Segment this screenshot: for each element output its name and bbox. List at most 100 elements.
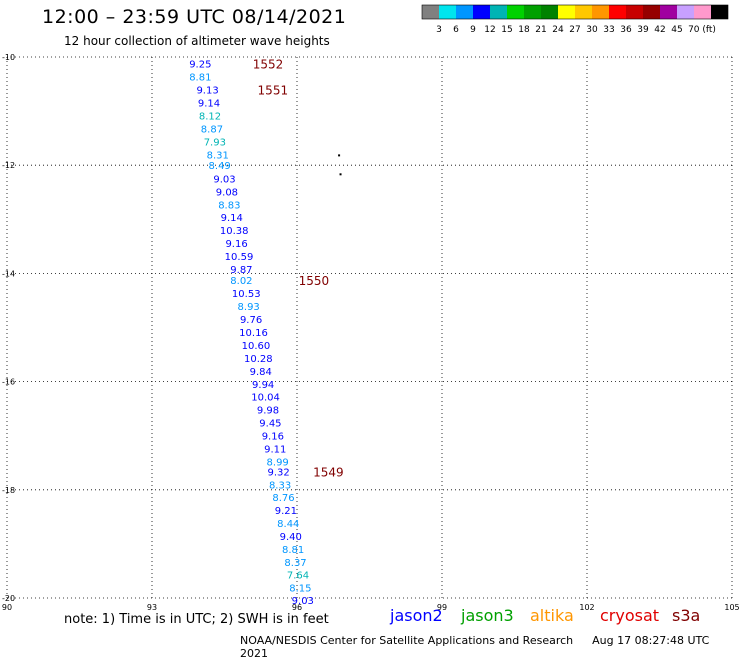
colorbar-swatch <box>626 5 643 19</box>
x-tick-label: 96 <box>292 603 302 612</box>
colorbar-swatch <box>473 5 490 19</box>
swh-label: 8.83 <box>218 201 240 212</box>
axis-tick-labels: 90 93 96 99 102 105 -10 -12 -14 -16 -18 -20 <box>2 53 740 612</box>
swh-label: 10.53 <box>232 289 261 300</box>
legend-cryosat: cryosat <box>600 606 660 625</box>
colorbar-tick-label: 9 <box>470 25 476 35</box>
swh-label: 9.45 <box>259 419 281 430</box>
colorbar-tick-label: 36 <box>620 25 632 35</box>
swh-label: 7.93 <box>204 137 226 148</box>
legend-jason2: jason2 <box>390 606 443 625</box>
colorbar-swatch <box>541 5 558 19</box>
colorbar-tick-label: 24 <box>552 25 564 35</box>
colorbar-tick-label: 30 <box>586 25 598 35</box>
swh-label: 8.81 <box>189 72 211 83</box>
y-tick-label: -18 <box>2 486 15 495</box>
swh-label: 8.12 <box>199 111 221 122</box>
colorbar-tick-label: 6 <box>453 25 459 35</box>
y-tick-label: -16 <box>2 378 15 387</box>
swh-label: 9.03 <box>213 175 235 186</box>
colorbar-swatch <box>609 5 626 19</box>
swh-label: 9.03 <box>292 596 314 607</box>
land-speck <box>339 173 342 176</box>
time-label: 1549 <box>313 465 344 479</box>
colorbar-tick-label: 42 <box>654 25 665 35</box>
swh-label: 9.87 <box>230 265 252 276</box>
colorbar-tick-label: 27 <box>569 25 580 35</box>
time-label: 1552 <box>253 57 284 71</box>
colorbar-frame <box>421 4 729 20</box>
y-tick-label: -10 <box>2 53 15 62</box>
colorbar-swatch <box>524 5 541 19</box>
colorbar-swatch <box>677 5 694 19</box>
swh-label: 9.14 <box>221 213 243 224</box>
swh-label: 10.04 <box>251 393 280 404</box>
colorbar-tick-label: 12 <box>484 25 495 35</box>
swh-label: 8.87 <box>201 124 223 135</box>
swh-label: 8.81 <box>282 545 304 556</box>
colorbar-tick-label: 15 <box>501 25 512 35</box>
swh-label: 8.33 <box>269 480 291 491</box>
colorbar-tick-label: 39 <box>637 25 649 35</box>
x-tick-label: 90 <box>2 603 12 612</box>
swh-label: 9.84 <box>250 367 272 378</box>
chart-note: note: 1) Time is in UTC; 2) SWH is in fe… <box>64 612 329 627</box>
time-label: 1551 <box>258 83 289 97</box>
swh-label: 9.32 <box>268 467 290 478</box>
colorbar-swatch <box>507 5 524 19</box>
colorbar-swatch <box>422 5 439 19</box>
colorbar-swatch <box>643 5 660 19</box>
swh-label: 9.25 <box>189 59 211 70</box>
x-tick-label: 105 <box>724 603 739 612</box>
x-tick-label: 99 <box>437 603 447 612</box>
colorbar-tick-label: 45 <box>671 25 682 35</box>
x-tick-label: 93 <box>147 603 157 612</box>
chart-grid <box>6 56 733 599</box>
colorbar-swatch <box>660 5 677 19</box>
swh-label: 8.93 <box>238 302 260 313</box>
swh-label: 8.37 <box>284 558 306 569</box>
swh-label: 10.38 <box>220 226 249 237</box>
colorbar-swatch <box>456 5 473 19</box>
color-scale-bar: 3 6 9 12 15 18 21 24 27 30 33 36 39 42 45 70 (ft) <box>421 4 729 35</box>
swh-label: 9.98 <box>257 406 279 417</box>
colorbar-tick-label: 18 <box>518 25 530 35</box>
swh-label: 9.16 <box>262 432 284 443</box>
swh-label: 8.76 <box>272 493 294 504</box>
legend-jason3: jason3 <box>461 606 514 625</box>
swh-label: 9.21 <box>275 506 297 517</box>
swh-label: 9.11 <box>264 445 286 456</box>
y-tick-label: -20 <box>2 594 15 603</box>
time-labels: 1552 1551 1550 1549 <box>253 57 344 479</box>
swh-label: 8.02 <box>230 276 252 287</box>
colorbar-tick-label: 3 <box>436 25 442 35</box>
colorbar-tick-label: 21 <box>535 25 546 35</box>
colorbar-swatch <box>575 5 592 19</box>
swh-label: 9.16 <box>225 239 247 250</box>
y-tick-label: -14 <box>2 269 15 278</box>
swh-label: 8.49 <box>209 161 231 172</box>
swh-label: 10.28 <box>244 354 273 365</box>
swh-label: 10.59 <box>225 252 254 263</box>
swh-label: 8.44 <box>277 519 299 530</box>
swh-label: 9.08 <box>216 188 238 199</box>
chart-title: 12:00 – 23:59 UTC 08/14/2021 <box>42 6 347 28</box>
colorbar-swatch <box>711 5 728 19</box>
colorbar-swatch <box>694 5 711 19</box>
swh-label: 10.16 <box>239 328 268 339</box>
x-tick-label: 102 <box>579 603 594 612</box>
swh-label: 9.94 <box>252 380 274 391</box>
footer-credit: NOAA/NESDIS Center for Satellite Applica… <box>240 634 574 647</box>
land-features <box>338 154 342 176</box>
colorbar-tick-label: 33 <box>603 25 614 35</box>
colorbar-tick-label: 70 (ft) <box>688 25 716 35</box>
swh-label: 8.15 <box>289 584 311 595</box>
colorbar-swatch <box>558 5 575 19</box>
y-tick-label: -12 <box>2 161 15 170</box>
footer-text: NOAA/NESDIS Center for Satellite Applica… <box>240 634 740 660</box>
legend-s3a: s3a <box>672 606 701 625</box>
chart-subtitle: 12 hour collection of altimeter wave hei… <box>64 34 330 48</box>
swh-label: 7.64 <box>287 571 309 582</box>
legend-altika: altika <box>530 606 574 625</box>
swh-label: 8.99 <box>267 458 289 469</box>
